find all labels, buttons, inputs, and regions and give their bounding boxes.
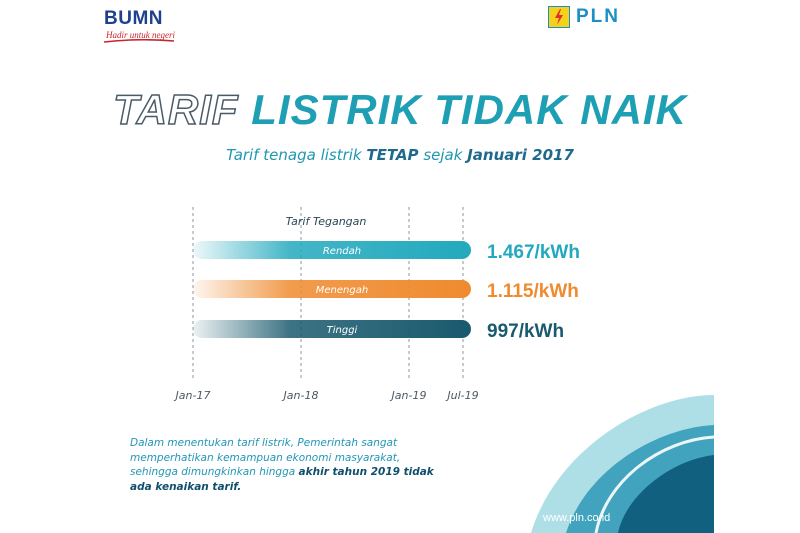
bumn-logo-text: BUMN [104, 8, 163, 29]
bar-rendah [193, 241, 471, 259]
bar-label: Tinggi [327, 325, 358, 336]
subtitle-bold-2: Januari 2017 [467, 146, 574, 164]
legend-title: Tarif Tegangan [286, 215, 367, 228]
value-label: 1.115/kWh [487, 281, 579, 302]
x-tick-label: Jan-17 [174, 389, 211, 402]
page-title: TARIF LISTRIK TIDAK NAIK [0, 85, 800, 134]
subtitle-text-2: sejak [418, 146, 468, 164]
title-part-2: LISTRIK TIDAK NAIK [251, 86, 687, 133]
x-tick-label: Jan-19 [390, 389, 427, 402]
bar-label: Rendah [323, 246, 361, 257]
pln-lightning-icon [548, 6, 570, 28]
pln-logo: PLN [548, 6, 620, 28]
infographic-card [86, 0, 714, 533]
decorative-swoosh [531, 395, 714, 533]
subtitle-bold-1: TETAP [366, 146, 419, 164]
bar-tinggi [193, 320, 471, 338]
subtitle-text-1: Tarif tenaga listrik [226, 146, 367, 164]
page-subtitle: Tarif tenaga listrik TETAP sejak Januari… [0, 146, 800, 164]
bar-label: Menengah [316, 285, 368, 296]
pln-logo-text: PLN [576, 6, 620, 27]
title-part-1: TARIF [112, 85, 239, 134]
bumn-tagline: Hadir untuk negeri [106, 30, 175, 40]
website-url: www.pln.co.id [543, 512, 611, 524]
bar-menengah [193, 280, 471, 298]
value-label: 1.467/kWh [487, 242, 580, 263]
note-bold: akhir tahun 2019 tidak ada kenaikan tari… [130, 466, 434, 493]
x-tick-label: Jan-18 [282, 389, 319, 402]
bumn-swoosh-icon [104, 39, 174, 43]
x-tick-label: Jul-19 [445, 389, 478, 402]
policy-note: Dalam menentukan tarif listrik, Pemerint… [130, 436, 440, 494]
note-text: Dalam menentukan tarif listrik, Pemerint… [130, 437, 401, 478]
bumn-logo: BUMN Hadir untuk negeri [104, 8, 175, 43]
value-label: 997/kWh [487, 321, 564, 342]
